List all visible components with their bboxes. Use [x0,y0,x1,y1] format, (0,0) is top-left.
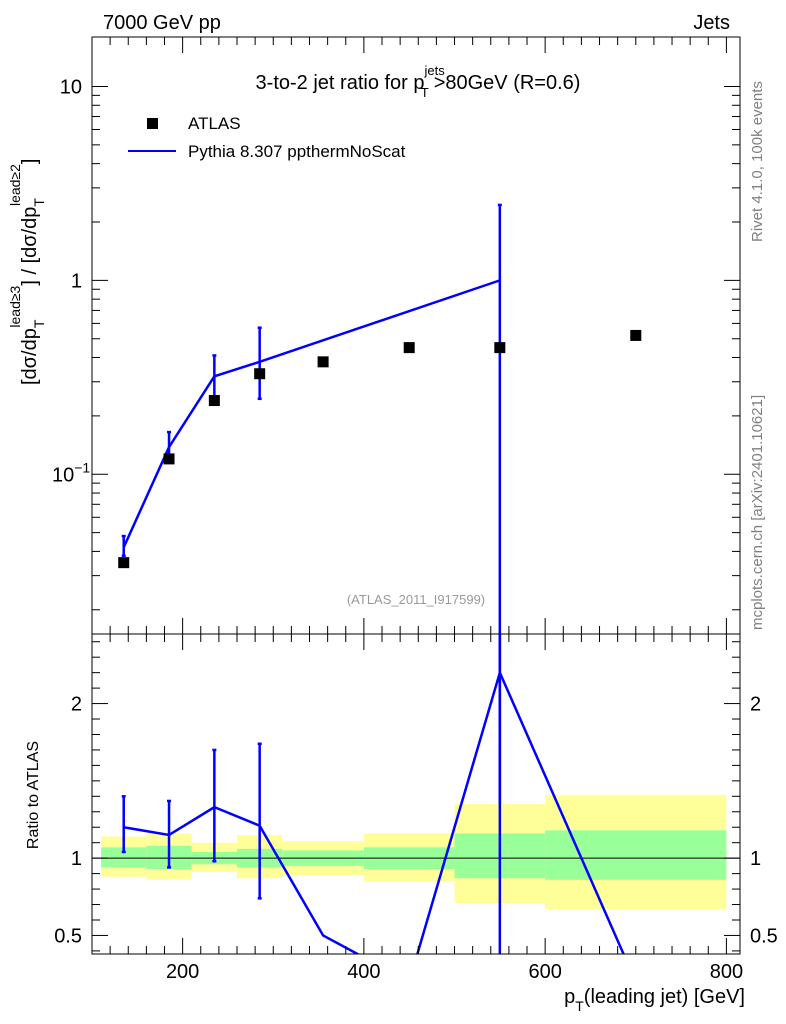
main-y-tick-label: 1 [71,270,82,292]
header-left: 7000 GeV pp [103,12,221,34]
mc-line [122,279,501,548]
ratio-y-tick-label-right: 2 [750,694,761,716]
header-right: Jets [693,12,730,34]
ratio-y-tick-labels: 0.5 0.5 1 1 2 2 [54,694,778,948]
data-point [118,557,130,569]
x-tick-label: 800 [710,961,743,983]
ratio-panel: 0.5 0.5 1 1 2 2 200 400 600 800 Ratio to ATLAS p… [25,633,778,1014]
title-sup: jets [424,63,446,78]
side-rivet-label: Rivet 4.1.0, 100k events [749,81,766,242]
legend-data-label: ATLAS [188,114,241,133]
legend-mc-label: Pythia 8.307 ppthermNoScat [188,142,406,161]
x-axis-label: pT(leading jet) [GeV] [564,986,745,1014]
ratio-x-tick-labels: 200 400 600 800 [166,961,743,983]
tick-label-base: 10 [52,464,74,486]
xlabel-rest: (leading jet) [GeV] [584,986,745,1008]
title-main: 3-to-2 jet ratio for p [256,72,425,94]
legend-data-marker [147,118,158,129]
ratio-band-inner [101,847,147,868]
xlabel-main: p [564,986,575,1008]
tick-label-exponent: −1 [74,459,90,475]
ratio-y-tick-label-left: 1 [71,848,82,870]
data-point [163,453,175,465]
analysis-tag: (ATLAS_2011_I917599) [347,592,485,607]
ratio-frame [91,633,741,955]
data-point [494,342,506,354]
title-rest: >80GeV (R=0.6) [434,72,581,94]
ratio-y-axis-label: Ratio to ATLAS [25,741,42,849]
main-y-axis-label: [dσ/dpTlead≥3] / [dσ/dpTlead≥2] [7,159,47,385]
main-ticks [91,37,740,634]
side-mcplots-label: mcplots.cern.ch [arXiv:2401.10621] [749,395,766,630]
ratio-y-tick-label-left: 2 [71,694,82,716]
data-point [630,329,642,341]
ratio-y-tick-label-left: 0.5 [54,925,82,947]
ratio-y-tick-label-right: 0.5 [750,925,778,947]
data-point [254,368,266,380]
data-point [403,342,415,354]
chart-title: 3-to-2 jet ratio for pjets T >80GeV (R=0.6… [256,63,581,100]
ratio-clip [92,634,740,954]
main-y-tick-label: 10 [60,76,82,98]
x-tick-label: 200 [166,961,199,983]
legend: ATLAS Pythia 8.307 ppthermNoScat [128,114,406,161]
data-point [208,395,220,407]
xlabel-sub: T [575,998,584,1014]
ratio-mc-line [123,669,625,954]
ratio-bands [101,794,727,910]
mc-series [121,203,502,864]
ratio-band-inner [545,830,727,880]
data-series [118,329,642,569]
ratio-ticks [91,634,740,954]
x-tick-label: 400 [347,961,380,983]
ratio-y-tick-label-right: 1 [750,848,761,870]
title-sub: T [421,85,429,100]
ratio-lines [92,634,740,954]
data-point [317,356,329,368]
x-tick-label: 600 [528,961,561,983]
main-y-tick-label: 10−1 [52,459,90,486]
